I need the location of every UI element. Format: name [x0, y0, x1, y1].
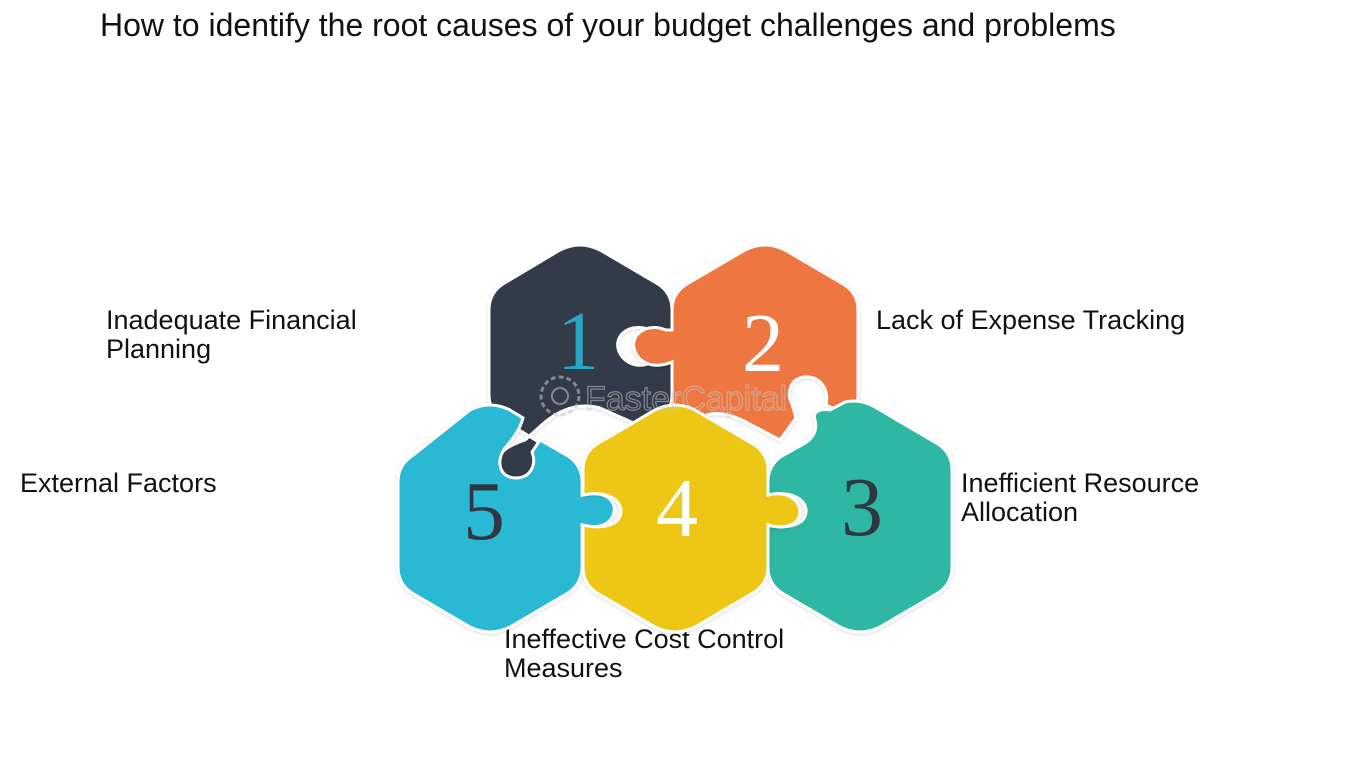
piece-2-shape	[632, 243, 860, 442]
puzzle-piece-5: 5	[396, 403, 616, 634]
puzzle-piece-3: 3	[766, 399, 954, 634]
label-ineffective-cost-control-measures: Ineffective Cost Control Measures	[504, 624, 785, 683]
piece-4-number: 4	[656, 462, 698, 555]
piece-2-number: 2	[742, 297, 784, 390]
puzzle-piece-4: 4	[581, 403, 802, 634]
page-title: How to identify the root causes of your …	[100, 7, 1116, 43]
label-external-factors: External Factors	[20, 468, 217, 498]
piece-4-shape	[581, 403, 802, 634]
piece-5-shape	[396, 403, 616, 634]
piece-3-number: 3	[841, 461, 883, 554]
watermark-gear-icon	[539, 375, 581, 417]
puzzle-piece-1: 1	[487, 243, 674, 480]
watermark-text: FasterCapital	[585, 380, 787, 418]
piece-1-number: 1	[557, 295, 599, 388]
puzzle-piece-2: 2	[632, 243, 860, 442]
label-inadequate-financial-planning: Inadequate Financial Planning	[106, 305, 357, 364]
watermark: FasterCapital	[539, 375, 788, 419]
label-inefficient-resource-allocation: Inefficient Resource Allocation	[961, 468, 1200, 527]
label-lack-of-expense-tracking: Lack of Expense Tracking	[876, 305, 1186, 335]
piece-5-number: 5	[463, 465, 505, 558]
